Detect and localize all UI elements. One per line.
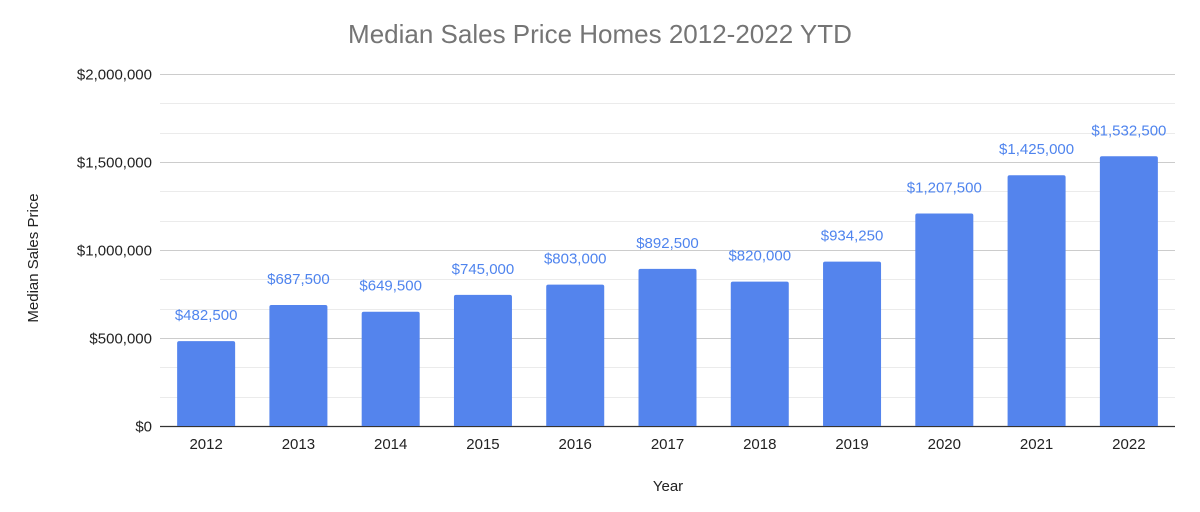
chart-title: Median Sales Price Homes 2012-2022 YTD bbox=[348, 19, 852, 49]
data-label-2017: $892,500 bbox=[636, 235, 699, 252]
x-tick-label: 2022 bbox=[1112, 436, 1145, 453]
bars bbox=[177, 156, 1158, 426]
bar-2014 bbox=[361, 311, 420, 426]
y-axis-tick-labels: $0 $500,000 $1,000,000 $1,500,000 $2,000,000 bbox=[77, 67, 152, 436]
gridlines bbox=[160, 74, 1175, 428]
y-tick-label: $1,000,000 bbox=[77, 243, 152, 260]
data-label-2013: $687,500 bbox=[267, 271, 330, 288]
y-tick-label: $1,500,000 bbox=[77, 155, 152, 172]
x-tick-label: 2015 bbox=[466, 436, 499, 453]
data-label-2015: $745,000 bbox=[452, 261, 515, 278]
x-tick-label: 2018 bbox=[743, 436, 776, 453]
y-axis-title: Median Sales Price bbox=[25, 193, 42, 322]
bar-2021 bbox=[1007, 175, 1066, 426]
data-label-2014: $649,500 bbox=[359, 278, 422, 295]
y-tick-label: $2,000,000 bbox=[77, 67, 152, 84]
bar-2012 bbox=[177, 341, 236, 426]
x-axis-title: Year bbox=[653, 478, 683, 495]
x-tick-label: 2017 bbox=[651, 436, 684, 453]
x-tick-label: 2014 bbox=[374, 436, 407, 453]
bar-2013 bbox=[269, 305, 328, 426]
data-label-2018: $820,000 bbox=[728, 248, 791, 265]
x-axis-tick-labels: 2012 2013 2014 2015 2016 2017 2018 2019 2020 2021… bbox=[189, 436, 1145, 453]
x-tick-label: 2012 bbox=[189, 436, 222, 453]
x-tick-label: 2021 bbox=[1020, 436, 1053, 453]
bar-2016 bbox=[546, 284, 605, 426]
bar-2020 bbox=[915, 213, 974, 426]
y-tick-label: $500,000 bbox=[89, 331, 152, 348]
bar-2015 bbox=[453, 294, 512, 426]
y-tick-label: $0 bbox=[135, 419, 152, 436]
data-label-2019: $934,250 bbox=[821, 228, 884, 245]
x-tick-label: 2020 bbox=[928, 436, 961, 453]
bar-2019 bbox=[823, 261, 882, 426]
data-labels: $482,500 $687,500 $649,500 $745,000 $803,000… bbox=[175, 122, 1167, 324]
x-tick-label: 2013 bbox=[282, 436, 315, 453]
data-label-2021: $1,425,000 bbox=[999, 141, 1074, 158]
bar-2022 bbox=[1099, 156, 1158, 426]
data-label-2016: $803,000 bbox=[544, 251, 607, 268]
data-label-2012: $482,500 bbox=[175, 307, 238, 324]
bar-2017 bbox=[638, 268, 697, 426]
data-label-2020: $1,207,500 bbox=[907, 179, 982, 196]
x-tick-label: 2019 bbox=[835, 436, 868, 453]
x-tick-label: 2016 bbox=[559, 436, 592, 453]
data-label-2022: $1,532,500 bbox=[1091, 122, 1166, 139]
bar-2018 bbox=[730, 281, 789, 426]
